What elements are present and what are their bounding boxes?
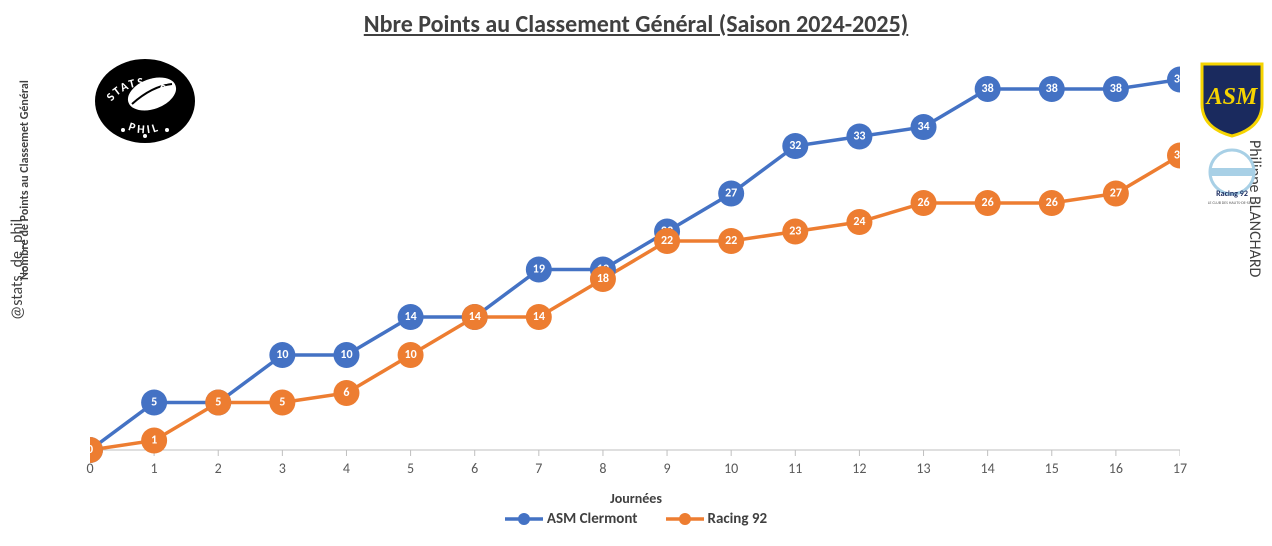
x-tick-label: 17 — [1173, 460, 1187, 477]
x-tick-label: 9 — [663, 460, 670, 477]
svg-text:22: 22 — [725, 234, 737, 248]
svg-text:5: 5 — [279, 396, 285, 410]
x-tick-label: 2 — [215, 460, 222, 477]
svg-text:27: 27 — [1110, 187, 1122, 201]
x-tick-label: 8 — [599, 460, 606, 477]
chart-container: Nbre Points au Classement Général (Saiso… — [0, 0, 1272, 546]
x-tick-label: 10 — [724, 460, 738, 477]
svg-text:38: 38 — [1046, 82, 1058, 96]
chart-title: Nbre Points au Classement Général (Saiso… — [0, 10, 1272, 39]
x-tick-label: 16 — [1109, 460, 1123, 477]
x-tick-label: 7 — [535, 460, 542, 477]
x-tick-label: 5 — [407, 460, 414, 477]
svg-text:18: 18 — [597, 272, 609, 286]
svg-text:34: 34 — [917, 120, 929, 134]
svg-text:22: 22 — [661, 234, 673, 248]
plot-area: 0551010141419192327323334383838390155610… — [90, 60, 1180, 470]
asm-clermont-logo: ASM — [1198, 58, 1266, 138]
credit-left: @stats_de_phil — [8, 219, 27, 320]
legend-item-asm: ASM Clermont — [505, 510, 638, 528]
x-axis-label: Journées — [0, 490, 1272, 507]
legend: ASM Clermont Racing 92 — [0, 510, 1272, 528]
x-tick-label: 4 — [343, 460, 350, 477]
svg-text:14: 14 — [469, 310, 481, 324]
svg-text:6: 6 — [343, 386, 349, 400]
svg-text:5: 5 — [151, 396, 157, 410]
svg-text:26: 26 — [982, 196, 994, 210]
svg-text:26: 26 — [1046, 196, 1058, 210]
svg-text:27: 27 — [725, 187, 737, 201]
svg-text:19: 19 — [533, 263, 545, 277]
svg-text:1: 1 — [151, 434, 157, 448]
svg-text:33: 33 — [853, 130, 865, 144]
legend-item-r92: Racing 92 — [666, 510, 768, 528]
x-tick-label: 1 — [151, 460, 158, 477]
svg-text:24: 24 — [853, 215, 865, 229]
svg-text:26: 26 — [917, 196, 929, 210]
svg-text:38: 38 — [982, 82, 994, 96]
r92-logo-tagline: LE CLUB DES HAUTS-DE-SEINE — [1208, 201, 1256, 206]
svg-text:0: 0 — [90, 443, 93, 457]
x-tick-label: 14 — [981, 460, 995, 477]
svg-text:14: 14 — [405, 310, 417, 324]
legend-label-asm: ASM Clermont — [547, 510, 638, 528]
svg-text:14: 14 — [533, 310, 545, 324]
x-tick-label: 6 — [471, 460, 478, 477]
x-tick-label: 13 — [916, 460, 930, 477]
svg-text:39: 39 — [1174, 73, 1180, 87]
svg-text:5: 5 — [215, 396, 221, 410]
x-tick-label: 11 — [788, 460, 802, 477]
svg-text:38: 38 — [1110, 82, 1122, 96]
svg-text:10: 10 — [276, 348, 288, 362]
asm-logo-text: ASM — [1205, 84, 1259, 110]
svg-text:10: 10 — [340, 348, 352, 362]
legend-label-r92: Racing 92 — [708, 510, 768, 528]
x-tick-label: 12 — [852, 460, 866, 477]
x-tick-label: 0 — [86, 460, 93, 477]
racing92-logo: Racing 92 LE CLUB DES HAUTS-DE-SEINE — [1198, 148, 1266, 210]
svg-text:31: 31 — [1174, 149, 1180, 163]
svg-text:10: 10 — [405, 348, 417, 362]
legend-swatch-asm — [505, 512, 543, 526]
x-tick-label: 3 — [279, 460, 286, 477]
legend-swatch-r92 — [666, 512, 704, 526]
svg-text:23: 23 — [789, 225, 801, 239]
x-tick-label: 15 — [1045, 460, 1059, 477]
r92-logo-text: Racing 92 — [1216, 189, 1248, 199]
svg-text:32: 32 — [789, 139, 801, 153]
